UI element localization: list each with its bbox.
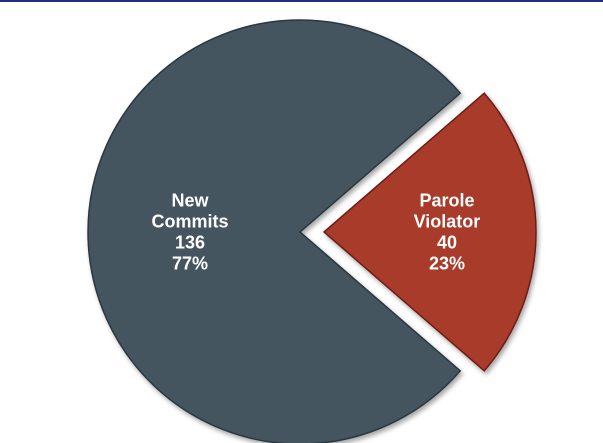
percent-label: 77% [172,254,208,274]
top-divider [0,0,603,2]
label-line-2: Commits [151,212,228,232]
pie-slice-parole-violator [322,92,537,372]
percent-label: 23% [429,254,465,274]
slice-label-new-commits: New Commits 136 77% [151,191,228,274]
value-label: 136 [175,233,205,253]
label-line-1: Parole [419,191,474,211]
slice-label-parole-violator: Parole Violator 40 23% [414,191,481,274]
pie-slice-new-commits [87,19,462,443]
label-line-2: Violator [414,212,481,232]
value-label: 40 [437,233,457,253]
label-line-1: New [171,191,209,211]
